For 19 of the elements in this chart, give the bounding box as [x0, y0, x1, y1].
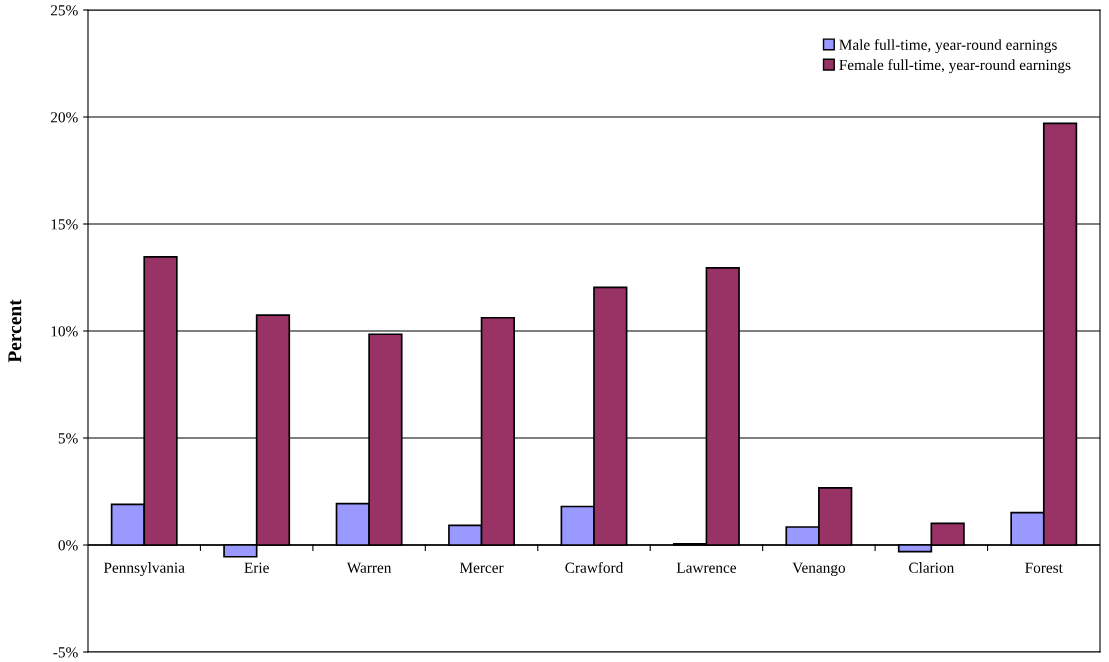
y-tick-label: 5%	[58, 433, 78, 444]
x-tick-label: Clarion	[909, 562, 955, 573]
x-tick-label: Pennsylvania	[103, 562, 185, 577]
x-tick-label: Warren	[346, 562, 392, 573]
x-tick-label: Crawford	[565, 561, 624, 573]
y-tick-label: 0%	[58, 540, 78, 551]
y-tick-label: 25%	[50, 5, 78, 16]
x-tick-label: Mercer	[459, 562, 504, 573]
x-tick-label: Lawrence	[676, 562, 737, 573]
legend-label: Male full-time, year-round earnings	[839, 39, 1057, 54]
y-axis-title: Percent	[8, 299, 22, 363]
x-tick-label: Erie	[244, 562, 269, 573]
x-tick-label: Venango	[792, 562, 846, 576]
y-tick-label: 15%	[51, 219, 78, 230]
x-tick-label: Forest	[1025, 562, 1063, 573]
y-tick-label: 10%	[51, 326, 78, 337]
legend-label: Female full-time, year-round earnings	[839, 59, 1071, 74]
y-tick-label: 20%	[50, 112, 78, 123]
y-tick-label: -5%	[53, 647, 78, 658]
